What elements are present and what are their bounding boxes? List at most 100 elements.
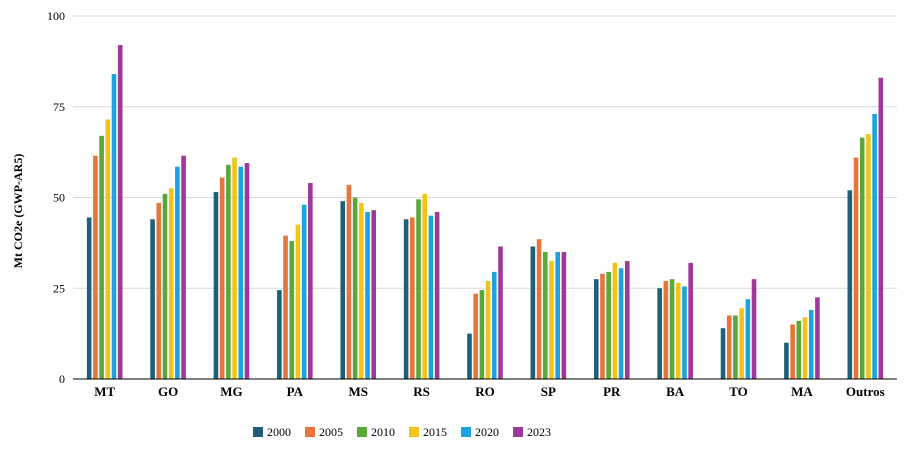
x-axis-ticks: MT GO MG PA MS RS RO SP PR BA TO MA Outros: [94, 384, 884, 399]
bar-BA-2000: [657, 288, 662, 379]
x-tick-label: BA: [666, 384, 685, 399]
bar-Outros-2015: [866, 133, 871, 379]
bar-MT-2020: [111, 74, 117, 379]
bar-TO-2005: [726, 315, 732, 379]
bar-RO-2010: [479, 290, 485, 379]
bar-PR-2010: [606, 271, 611, 379]
bar-SP-2000: [530, 246, 536, 379]
legend-swatch-2023: [513, 427, 523, 437]
bar-SP-2020: [555, 251, 560, 379]
bar-MS-2010: [352, 197, 358, 379]
bar-GO-2015: [168, 188, 174, 379]
bar-GO-2023: [181, 155, 186, 379]
bar-GO-2005: [156, 202, 162, 379]
bar-MG-2000: [213, 192, 219, 379]
bar-SP-2010: [542, 251, 548, 379]
legend-swatch-2005: [305, 427, 315, 437]
bar-Outros-2020: [872, 114, 877, 379]
y-tick-label: 25: [53, 281, 65, 295]
bar-PA-2020: [301, 204, 307, 379]
legend-label: 2000: [267, 425, 291, 439]
bar-MT-2023: [117, 45, 123, 379]
bar-PA-2023: [308, 182, 313, 379]
bar-MA-2005: [790, 324, 795, 379]
bar-MG-2010: [226, 164, 231, 379]
legend-label: 2010: [371, 425, 395, 439]
legend-label: 2023: [527, 425, 551, 439]
bar-Outros-2010: [859, 137, 865, 379]
bar-TO-2023: [751, 279, 757, 379]
bar-MS-2023: [371, 210, 377, 379]
legend-swatch-2000: [253, 427, 263, 437]
y-tick-label: 50: [53, 191, 65, 205]
bar-MG-2015: [232, 157, 237, 379]
bar-PR-2015: [612, 262, 618, 379]
bar-PR-2005: [600, 273, 605, 379]
bar-TO-2015: [739, 308, 744, 379]
bar-MS-2015: [359, 202, 364, 379]
x-tick-label: PR: [603, 384, 621, 399]
x-tick-label: MS: [348, 384, 368, 399]
legend: 2000 2005 2010 2015 2020 2023: [253, 425, 551, 439]
bar-TO-2000: [720, 328, 726, 379]
legend-swatch-2010: [357, 427, 367, 437]
bar-RS-2000: [403, 219, 409, 379]
bar-MT-2005: [93, 155, 98, 379]
y-axis-ticks: 0 25 50 75 100: [47, 9, 65, 386]
legend-swatch-2015: [409, 427, 419, 437]
bar-SP-2005: [536, 239, 542, 379]
x-tick-label: SP: [541, 384, 556, 399]
bar-MG-2005: [219, 177, 225, 379]
bar-MT-2015: [105, 119, 111, 379]
bar-BA-2020: [682, 286, 687, 379]
bar-RS-2010: [416, 199, 421, 379]
bar-TO-2010: [733, 315, 738, 379]
bar-MA-2010: [796, 320, 802, 379]
bar-TO-2020: [745, 299, 751, 379]
y-tick-label: 75: [53, 100, 65, 114]
bar-GO-2020: [175, 166, 180, 379]
y-tick-label: 100: [47, 9, 65, 23]
bar-RO-2015: [485, 280, 491, 379]
x-tick-label: RS: [413, 384, 430, 399]
bar-MG-2020: [238, 166, 244, 379]
bar-RS-2015: [422, 193, 428, 379]
x-tick-label: MT: [94, 384, 115, 399]
bar-PA-2000: [277, 290, 282, 379]
bar-MG-2023: [244, 163, 250, 379]
bar-SP-2023: [561, 251, 567, 379]
x-tick-label: PA: [287, 384, 304, 399]
bar-GO-2000: [150, 219, 155, 379]
bar-MT-2000: [86, 217, 92, 379]
x-tick-label: MG: [220, 384, 242, 399]
bar-MA-2015: [802, 317, 808, 379]
bar-MA-2000: [784, 342, 789, 379]
bar-BA-2023: [688, 262, 693, 379]
bar-RS-2023: [434, 212, 440, 379]
bar-PR-2020: [618, 268, 624, 379]
x-tick-label: MA: [791, 384, 813, 399]
y-axis-label: Mt CO2e (GWP-AR5): [11, 154, 25, 269]
x-tick-label: TO: [729, 384, 748, 399]
legend-label: 2015: [423, 425, 447, 439]
legend-label: 2020: [475, 425, 499, 439]
bar-RO-2000: [467, 333, 472, 379]
bar-Outros-2000: [847, 190, 853, 379]
bar-Outros-2023: [878, 77, 884, 380]
x-tick-label: GO: [158, 384, 178, 399]
bar-MA-2023: [815, 297, 820, 379]
x-tick-label: RO: [475, 384, 495, 399]
bar-MT-2010: [99, 135, 104, 379]
bar-PA-2005: [283, 235, 288, 379]
bar-MS-2005: [346, 184, 352, 379]
bar-MA-2020: [808, 310, 814, 379]
bar-PR-2023: [624, 261, 630, 379]
y-tick-label: 0: [59, 372, 65, 386]
bar-GO-2010: [162, 193, 168, 379]
bar-RS-2020: [428, 215, 434, 379]
legend-swatch-2020: [461, 427, 471, 437]
bar-PA-2010: [289, 241, 295, 379]
bar-BA-2010: [669, 279, 675, 379]
bar-PA-2015: [295, 224, 301, 379]
